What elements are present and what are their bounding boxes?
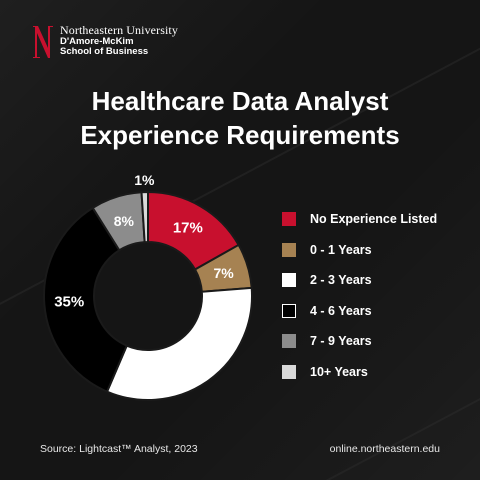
slice-label-6: 1% — [134, 172, 155, 188]
legend-item-2: 0 - 1 Years — [282, 241, 437, 259]
slice-label-1: 17% — [173, 219, 203, 236]
legend-swatch — [282, 273, 296, 287]
school-name-line1: D'Amore-McKim — [60, 35, 134, 47]
slice-label-5: 8% — [114, 213, 135, 229]
legend-item-6: 10+ Years — [282, 363, 437, 381]
donut-slice-3 — [105, 286, 253, 401]
chart-legend: No Experience Listed 0 - 1 Years 2 - 3 Yea… — [282, 210, 437, 393]
legend-label: 4 - 6 Years — [310, 303, 372, 318]
legend-label: No Experience Listed — [310, 212, 438, 226]
legend-swatch — [282, 303, 296, 318]
donut-slice-4 — [43, 206, 129, 393]
title-line1: Healthcare Data Analyst — [91, 86, 389, 116]
title-line2: Experience Requirements — [80, 120, 400, 150]
legend-swatch — [282, 242, 296, 257]
legend-swatch — [282, 212, 296, 226]
school-name-line2: School of Business — [60, 45, 149, 57]
university-name: Northeastern University — [60, 23, 178, 37]
legend-label: 0 - 1 Years — [310, 242, 372, 257]
legend-label: 10+ Years — [310, 364, 368, 379]
university-logo: Northeastern University D'Amore-McKim Sc… — [32, 24, 178, 60]
legend-item-3: 2 - 3 Years — [282, 271, 437, 289]
legend-label: 2 - 3 Years — [310, 273, 372, 287]
legend-item-1: No Experience Listed — [282, 210, 437, 228]
legend-swatch — [282, 364, 296, 379]
northeastern-n-icon — [33, 26, 53, 58]
slice-label-3: 33% — [179, 352, 209, 369]
donut-slice-6 — [140, 190, 149, 244]
source-note: Source: Lightcast™ Analyst, 2023 — [40, 443, 198, 455]
website-url: online.northeastern.edu — [329, 443, 440, 455]
page-title: Healthcare Data Analyst Experience Requi… — [0, 84, 480, 152]
legend-label: 7 - 9 Years — [310, 334, 372, 348]
slice-label-2: 7% — [213, 265, 234, 281]
legend-swatch — [282, 334, 296, 348]
legend-item-5: 7 - 9 Years — [282, 332, 437, 350]
slice-label-4: 35% — [54, 294, 84, 311]
legend-item-4: 4 - 6 Years — [282, 302, 437, 320]
